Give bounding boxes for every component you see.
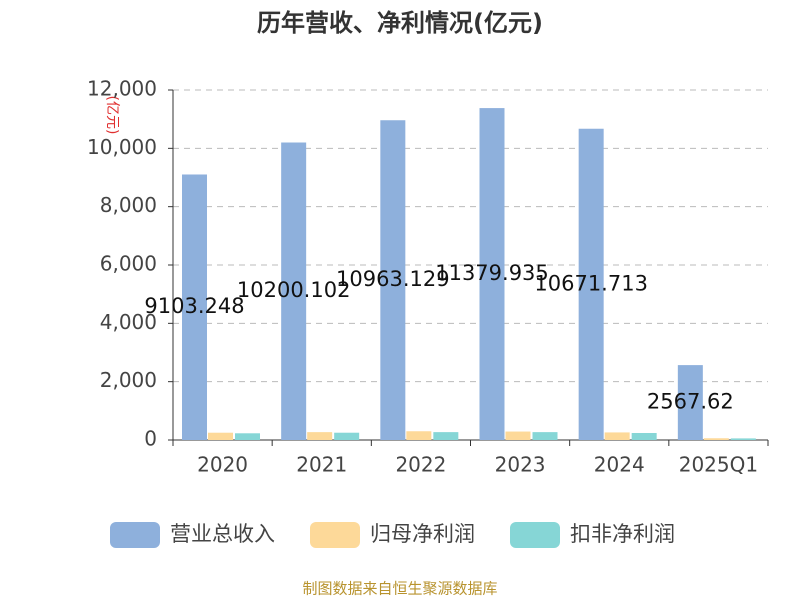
y-tick-label: 4,000 [100,310,157,334]
data-label: 10671.713 [534,271,648,295]
bar [730,438,756,440]
bar [334,432,360,440]
y-tick-label: 10,000 [87,135,157,159]
x-tick-label: 2021 [296,453,347,477]
legend-swatch [510,522,560,548]
x-tick-label: 2020 [197,453,248,477]
data-label: 10200.102 [237,278,351,302]
bar [604,432,630,440]
y-tick-label: 8,000 [100,193,157,217]
bar [235,433,260,440]
bar [532,432,558,440]
bar [208,432,233,440]
legend-label: 归母净利润 [370,522,475,546]
chart-title: 历年营收、净利情况(亿元) [257,9,543,37]
bar [677,365,703,440]
y-tick-label: 6,000 [100,252,157,276]
bar [505,431,531,440]
legend-swatch [310,522,360,548]
x-tick-label: 2023 [495,453,546,477]
bar [433,432,459,440]
source-note: 制图数据来自恒生聚源数据库 [302,580,497,598]
data-label: 9103.248 [144,294,244,318]
bar [281,142,307,441]
bar [182,174,207,441]
bar [406,431,432,440]
bar [631,433,657,440]
y-tick-label: 12,000 [87,77,157,101]
y-axis-label: (亿元) [104,96,120,135]
data-label: 2567.62 [647,390,734,414]
x-tick-label: 2022 [395,453,446,477]
legend-label: 扣非净利润 [570,522,675,546]
data-label: 10963.129 [336,267,450,291]
bar [380,120,406,441]
y-tick-label: 2,000 [100,368,157,392]
bar [578,128,604,440]
x-tick-label: 2024 [594,453,645,477]
bar [703,438,729,440]
x-tick-label: 2025Q1 [679,453,758,477]
legend-label: 营业总收入 [170,522,275,546]
bar [307,432,333,440]
y-tick-label: 0 [144,427,157,451]
legend-swatch [110,522,160,548]
data-label: 11379.935 [435,261,549,285]
bar [479,108,505,440]
